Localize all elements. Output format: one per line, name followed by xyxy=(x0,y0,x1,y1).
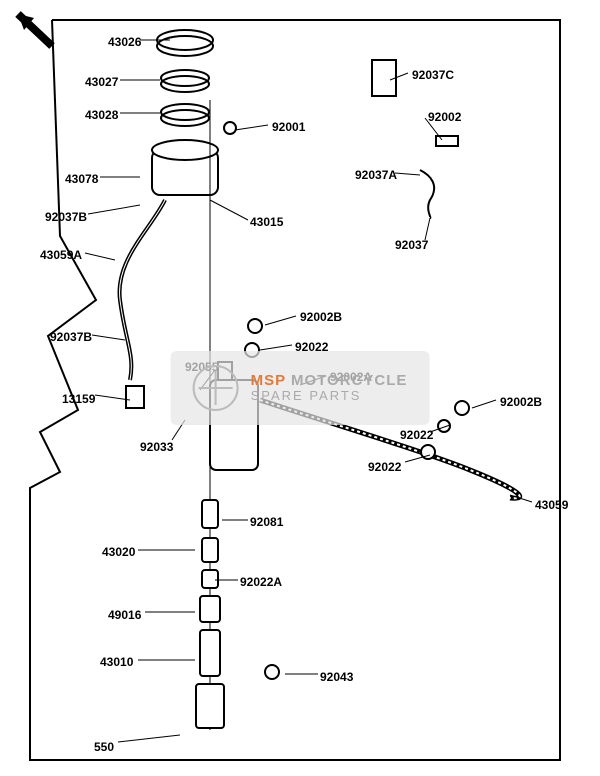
part-label-43059: 43059 xyxy=(535,498,568,512)
part-label-92001: 92001 xyxy=(272,120,305,134)
part-label-43026: 43026 xyxy=(108,35,141,49)
part-label-92002: 92002 xyxy=(428,110,461,124)
part-label-92037C: 92037C xyxy=(412,68,454,82)
part-label-92055: 92055 xyxy=(185,360,218,374)
part-label-43010: 43010 xyxy=(100,655,133,669)
part-label-92081: 92081 xyxy=(250,515,283,529)
part-label-43059A: 43059A xyxy=(40,248,82,262)
parts-diagram: 43026 43027 43028 92001 92037C 92002 92037A 920… xyxy=(0,0,600,776)
part-label-92037B: 92037B xyxy=(45,210,87,224)
part-label-49016: 49016 xyxy=(108,608,141,622)
part-label-43015: 43015 xyxy=(250,215,283,229)
part-label-92022A: 92022A xyxy=(240,575,282,589)
part-label-43028: 43028 xyxy=(85,108,118,122)
part-label-92037A: 92037A xyxy=(355,168,397,182)
part-label-92022: 92022 xyxy=(295,340,328,354)
part-label-92043: 92043 xyxy=(320,670,353,684)
part-label-92022: 92022 xyxy=(368,460,401,474)
part-label-550: 550 xyxy=(94,740,114,754)
part-label-92022: 92022 xyxy=(400,428,433,442)
part-label-43020: 43020 xyxy=(102,545,135,559)
part-label-13159: 13159 xyxy=(62,392,95,406)
part-label-43078: 43078 xyxy=(65,172,98,186)
part-label-92002A: 92002A xyxy=(330,370,372,384)
part-label-92002B: 92002B xyxy=(500,395,542,409)
part-label-43027: 43027 xyxy=(85,75,118,89)
part-label-92037B: 92037B xyxy=(50,330,92,344)
part-label-92037: 92037 xyxy=(395,238,428,252)
part-label-92002B: 92002B xyxy=(300,310,342,324)
part-label-92033: 92033 xyxy=(140,440,173,454)
